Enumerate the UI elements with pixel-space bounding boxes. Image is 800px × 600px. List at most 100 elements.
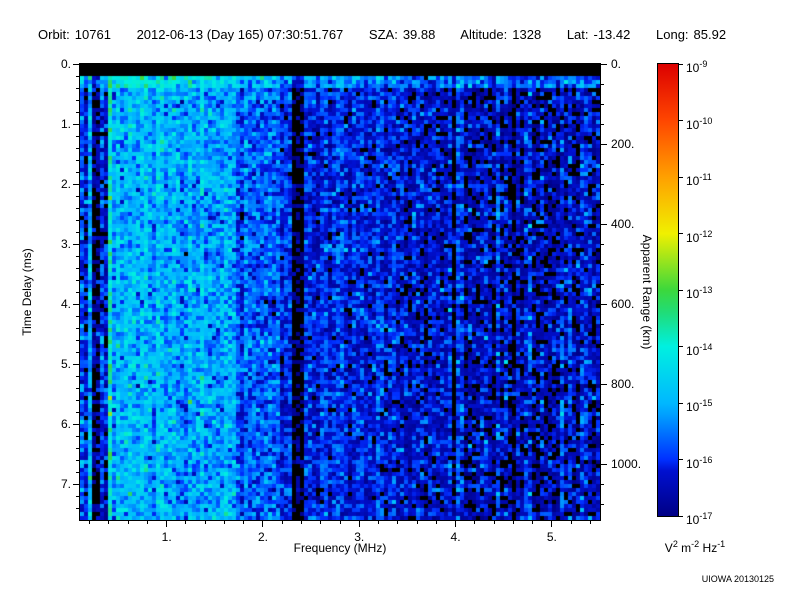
x-minor-tick bbox=[223, 521, 225, 524]
x-minor-tick bbox=[108, 521, 110, 524]
y-minor-tick bbox=[76, 231, 79, 233]
range-tick-label: 0. bbox=[611, 57, 622, 71]
x-minor-tick bbox=[89, 521, 91, 524]
range-tick bbox=[601, 383, 607, 385]
y-minor-tick bbox=[76, 267, 79, 269]
y-tick-label: 0. bbox=[60, 57, 71, 71]
header-long: Long: 85.92 bbox=[656, 27, 726, 42]
y-minor-tick bbox=[76, 147, 79, 149]
range-minor-tick bbox=[601, 443, 604, 445]
x-minor-tick bbox=[146, 521, 148, 524]
colorbar-tick-label: 10-16 bbox=[686, 454, 713, 471]
y-tick-label: 1. bbox=[60, 117, 71, 131]
x-minor-tick bbox=[243, 521, 245, 524]
range-minor-tick bbox=[601, 423, 604, 425]
x-minor-tick bbox=[397, 521, 399, 524]
x-tick-label: 2. bbox=[257, 530, 268, 544]
colorbar-tick bbox=[679, 176, 683, 178]
range-minor-tick bbox=[601, 83, 604, 85]
header-altitude: Altitude: 1328 bbox=[460, 27, 541, 42]
range-minor-tick bbox=[601, 243, 604, 245]
x-minor-tick bbox=[532, 521, 534, 524]
x-axis-title: Frequency (MHz) bbox=[293, 541, 387, 555]
range-tick-label: 600. bbox=[611, 297, 635, 311]
range-tick-label: 400. bbox=[611, 217, 635, 231]
range-minor-tick bbox=[601, 163, 604, 165]
x-tick bbox=[455, 521, 457, 527]
colorbar-tick bbox=[679, 346, 683, 347]
x-tick-label: 4. bbox=[450, 530, 461, 544]
range-minor-tick bbox=[601, 343, 604, 345]
y-tick-label: 5. bbox=[60, 357, 71, 371]
range-minor-tick bbox=[601, 203, 604, 205]
x-minor-tick bbox=[435, 521, 437, 524]
colorbar-tick-label: 10-13 bbox=[686, 285, 713, 301]
x-tick bbox=[358, 521, 360, 527]
y-minor-tick bbox=[76, 99, 79, 101]
x-minor-tick bbox=[589, 521, 591, 524]
y-minor-tick bbox=[76, 219, 79, 221]
y-tick bbox=[73, 63, 79, 65]
range-minor-tick bbox=[601, 403, 604, 405]
range-minor-tick bbox=[601, 323, 604, 325]
orbit-label: Orbit: bbox=[38, 27, 70, 42]
range-minor-tick bbox=[601, 483, 604, 485]
long-label: Long: bbox=[656, 27, 689, 42]
x-minor-tick bbox=[281, 521, 283, 524]
x-minor-tick bbox=[474, 521, 476, 524]
x-minor-tick bbox=[339, 521, 341, 524]
y-minor-tick bbox=[76, 339, 79, 341]
y-tick-label: 6. bbox=[60, 417, 71, 431]
x-tick-label: 3. bbox=[354, 530, 365, 544]
credit-text: UIOWA 20130125 bbox=[701, 574, 774, 584]
y-minor-tick bbox=[76, 399, 79, 401]
x-tick bbox=[262, 521, 264, 527]
colorbar-tick bbox=[679, 402, 683, 404]
x-minor-tick bbox=[300, 521, 302, 524]
y-minor-tick bbox=[76, 459, 79, 461]
y-tick bbox=[73, 183, 79, 185]
range-tick bbox=[601, 223, 607, 225]
colorbar-tick bbox=[679, 459, 683, 460]
range-minor-tick bbox=[601, 283, 604, 285]
x-minor-tick bbox=[204, 521, 206, 524]
range-tick-label: 1000. bbox=[611, 457, 642, 471]
long-value: 85.92 bbox=[693, 27, 727, 42]
header-sza: SZA: 39.88 bbox=[369, 27, 435, 42]
x-minor-tick bbox=[416, 521, 418, 524]
y-tick bbox=[73, 483, 79, 485]
colorbar-tick bbox=[679, 120, 683, 121]
altitude-value: 1328 bbox=[512, 27, 542, 42]
colorbar-tick-label: 10-17 bbox=[686, 511, 713, 527]
y-tick bbox=[73, 423, 79, 425]
y-minor-tick bbox=[76, 387, 79, 389]
x-tick-label: 5. bbox=[546, 530, 557, 544]
y-minor-tick bbox=[76, 495, 79, 497]
colorbar-tick bbox=[679, 515, 683, 517]
y-minor-tick bbox=[76, 195, 79, 197]
x-minor-tick bbox=[185, 521, 187, 524]
y-minor-tick bbox=[76, 135, 79, 137]
y-tick-label: 3. bbox=[60, 237, 71, 251]
colorbar-tick-label: 10-14 bbox=[686, 341, 713, 358]
y-minor-tick bbox=[76, 411, 79, 413]
x-minor-tick bbox=[570, 521, 572, 524]
y-tick bbox=[73, 303, 79, 305]
y-minor-tick bbox=[76, 375, 79, 377]
y-axis-title: Time Delay (ms) bbox=[20, 248, 34, 336]
y-tick bbox=[73, 243, 79, 245]
spectrogram-canvas bbox=[80, 64, 600, 520]
y-minor-tick bbox=[76, 291, 79, 293]
datetime-value: 2012-06-13 (Day 165) 07:30:51.767 bbox=[136, 27, 344, 42]
y-tick bbox=[73, 363, 79, 365]
range-tick-label: 800. bbox=[611, 377, 635, 391]
y-tick-label: 7. bbox=[60, 477, 71, 491]
x-tick bbox=[551, 521, 553, 527]
plot-area bbox=[79, 63, 601, 521]
y-tick bbox=[73, 123, 79, 125]
orbit-value: 10761 bbox=[74, 27, 111, 42]
y2-axis-title: Apparent Range (km) bbox=[640, 234, 654, 350]
range-tick bbox=[601, 463, 607, 465]
y-minor-tick bbox=[76, 87, 79, 89]
